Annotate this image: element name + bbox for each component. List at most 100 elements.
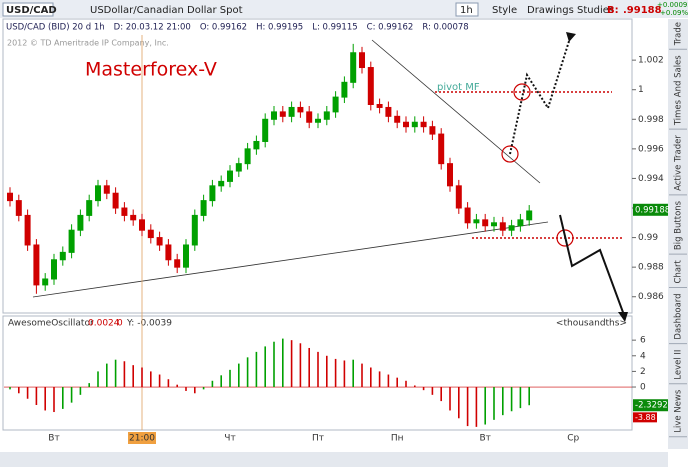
price-tag [633, 203, 668, 216]
candle-body [130, 214, 137, 221]
candle-body [33, 244, 40, 286]
candle-body [367, 67, 374, 105]
circle-mark [513, 83, 531, 101]
style-button[interactable]: Style [492, 5, 517, 16]
aggregation-box[interactable] [455, 2, 479, 17]
candle-body [323, 111, 330, 120]
price-panel [2, 18, 633, 314]
y-tick-label: 0.986 [638, 292, 664, 302]
units: <thousandths> [556, 319, 627, 329]
candle-body [253, 140, 260, 150]
candle-body [376, 104, 383, 108]
side-tab[interactable]: Big Buttons [674, 200, 684, 250]
candle-body [341, 81, 348, 98]
candle-body [24, 214, 31, 246]
y-tick-label: 1.002 [638, 56, 664, 66]
x-tick-label: Чт [224, 434, 235, 444]
bid: .99188 [623, 5, 662, 16]
candle-body [218, 180, 225, 187]
arrow-head [618, 312, 628, 322]
y-tick-label: 0.99 [638, 233, 658, 243]
bid-label: B: [607, 5, 619, 16]
aggregation[interactable]: 1h [460, 5, 473, 16]
candle-body [288, 106, 295, 117]
forecast-arrow [559, 214, 625, 316]
arrow-head [566, 32, 576, 42]
circle-mark [501, 145, 519, 163]
candle-body [394, 115, 401, 123]
candle-body [482, 219, 489, 227]
indicator-name: AwesomeOscillator [8, 319, 94, 329]
candle-body [332, 96, 339, 113]
change: +0.00092 [657, 1, 688, 9]
studies-button[interactable]: Studies [577, 5, 614, 16]
candle-body [51, 259, 57, 280]
candle-body [112, 192, 119, 209]
side-tab[interactable]: Times And Sales [674, 55, 684, 126]
candle-body [517, 219, 524, 227]
candle-body [200, 200, 207, 216]
side-tab[interactable]: Live News [674, 389, 684, 433]
side-tab[interactable]: Level II [674, 350, 684, 380]
annotation: pivot MF [437, 82, 480, 93]
candle-body [174, 259, 181, 268]
x-tick-label: Пн [391, 434, 404, 444]
candle-body [315, 118, 321, 123]
candle-body [526, 210, 533, 221]
candle-body [385, 106, 392, 117]
candle-body [403, 121, 409, 128]
candle-body [271, 111, 277, 120]
info-field: L: 0.99115 [312, 23, 357, 33]
candle-body [7, 192, 13, 202]
candle-body [139, 219, 145, 231]
info-field: D: 20.03.12 21:00 [114, 23, 191, 33]
side-tab[interactable]: Chart [674, 259, 684, 283]
x-tick-label: Пт [312, 434, 324, 444]
indicator-readout: 0.0024 [88, 319, 120, 329]
candle-body [359, 52, 365, 69]
candle-body [438, 133, 445, 165]
candle-body [297, 106, 304, 113]
side-tab[interactable]: Trade [674, 22, 684, 46]
indicator-readout: Y: -0.0039 [126, 319, 172, 329]
candle-body [508, 225, 515, 231]
y-tick-label: 0.996 [638, 144, 664, 154]
candle-body [464, 207, 471, 224]
candle-body [77, 214, 84, 231]
info-line: USD/CAD (BID) 20 d 1h D: 20.03.12 21:00 O:… [6, 23, 469, 33]
y-tick-label: 0.988 [638, 263, 664, 273]
candle-body [95, 185, 101, 202]
change-pct: +0.09% [660, 9, 688, 17]
description: USDollar/Canadian Dollar Spot [90, 5, 243, 16]
candle-body [147, 229, 154, 239]
side-tab[interactable]: Dashboard [674, 293, 684, 339]
info-field: H: 0.99195 [256, 23, 303, 33]
info-field: USD/CAD (BID) 20 d 1h [6, 23, 105, 33]
symbol: USD/CAD [6, 5, 57, 16]
y-tick-label: 1 [638, 85, 644, 95]
side-tab[interactable]: Active Trader [674, 135, 684, 191]
scroll-bar[interactable] [0, 452, 668, 467]
y-tick-label: 0 [640, 383, 646, 393]
candle-body [350, 52, 357, 83]
candle-body [59, 251, 66, 261]
candle-body [420, 121, 427, 128]
candle-body [121, 207, 128, 216]
y-tick-label: 0.998 [638, 115, 664, 125]
price-tag-label: 0.99188 [635, 205, 670, 215]
candle-body [491, 222, 497, 227]
candle-body [165, 244, 172, 261]
candle-body [103, 185, 110, 194]
value-tag-label: -2.3292 [635, 401, 668, 411]
y-tick-label: 0.994 [638, 174, 664, 184]
candle-body [42, 278, 49, 286]
toolbar [0, 0, 688, 18]
symbol-box[interactable] [2, 2, 54, 17]
candle-body [183, 244, 189, 268]
candle-body [306, 111, 313, 123]
x-tick-label: Вт [48, 434, 59, 444]
y-tick-label: 4 [640, 351, 646, 361]
annotation: Masterforex-V [85, 59, 217, 81]
drawings-button[interactable]: Drawings [527, 5, 574, 16]
